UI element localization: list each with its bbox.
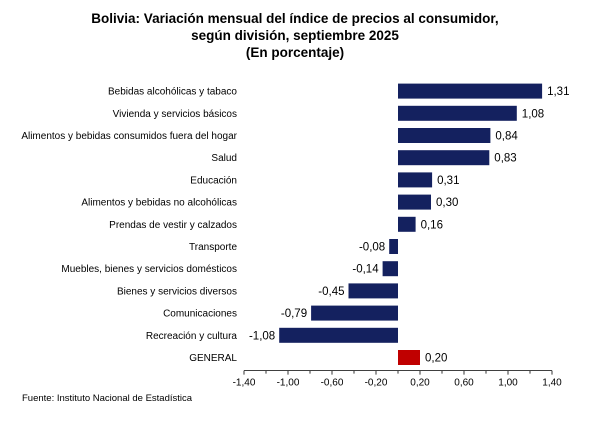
value-label: 0,31 — [437, 175, 459, 187]
chart-subtitle: (En porcentaje) — [246, 45, 344, 60]
bar — [398, 128, 491, 143]
x-tick-label: -0,20 — [365, 378, 388, 389]
bar — [382, 261, 398, 277]
value-label: 1,08 — [522, 108, 544, 120]
value-label: -0,79 — [281, 308, 307, 320]
bar — [279, 327, 398, 343]
bar — [398, 194, 431, 210]
bar — [311, 305, 398, 321]
x-tick-label: 1,40 — [542, 378, 562, 389]
x-tick-label: 0,60 — [454, 378, 474, 389]
x-tick-label: 1,00 — [498, 378, 518, 389]
value-label: 0,20 — [425, 353, 447, 365]
value-label: -0,08 — [359, 242, 385, 254]
plot-area: Bebidas alcohólicas y tabaco 1,31 Vivienda… — [21, 83, 569, 389]
category-label: Salud — [211, 153, 237, 164]
value-label: -0,14 — [352, 264, 379, 276]
category-label: Recreación y cultura — [146, 331, 238, 342]
category-label: Educación — [190, 175, 237, 186]
bar — [398, 216, 416, 232]
bar — [398, 350, 420, 365]
x-tick-label: 0,20 — [410, 378, 430, 389]
x-tick-label: -1,00 — [277, 378, 300, 389]
source-note: Fuente: Instituto Nacional de Estadístic… — [22, 393, 193, 404]
bar — [398, 83, 543, 99]
value-label: 1,31 — [547, 86, 569, 98]
category-label: Alimentos y bebidas consumidos fuera del… — [21, 131, 237, 142]
x-tick-label: -0,60 — [321, 378, 344, 389]
chart-title-line-1: Bolivia: Variación mensual del índice de… — [91, 11, 498, 26]
bar — [348, 283, 398, 299]
bar — [398, 105, 517, 121]
value-label: -1,08 — [249, 330, 275, 342]
x-tick-label: -1,40 — [233, 378, 256, 389]
category-label: Bienes y servicios diversos — [117, 286, 237, 297]
bar — [398, 150, 490, 166]
chart-title: Bolivia: Variación mensual del índice de… — [91, 11, 498, 60]
value-label: -0,45 — [318, 286, 344, 298]
bar — [398, 172, 433, 188]
category-label: GENERAL — [189, 353, 237, 364]
category-label: Comunicaciones — [163, 309, 237, 320]
category-label: Prendas de vestir y calzados — [109, 220, 237, 231]
category-label: Bebidas alcohólicas y tabaco — [108, 87, 237, 98]
value-label: 0,30 — [436, 197, 458, 209]
category-label: Vivienda y servicios básicos — [113, 109, 237, 120]
value-label: 0,84 — [495, 131, 518, 143]
value-label: 0,16 — [421, 219, 443, 231]
category-label: Alimentos y bebidas no alcohólicas — [81, 198, 237, 209]
value-label: 0,83 — [494, 153, 516, 165]
chart-title-line-2: según división, septiembre 2025 — [191, 28, 399, 43]
category-label: Muebles, bienes y servicios domésticos — [61, 264, 237, 275]
bar — [389, 239, 398, 254]
category-label: Transporte — [189, 242, 237, 253]
